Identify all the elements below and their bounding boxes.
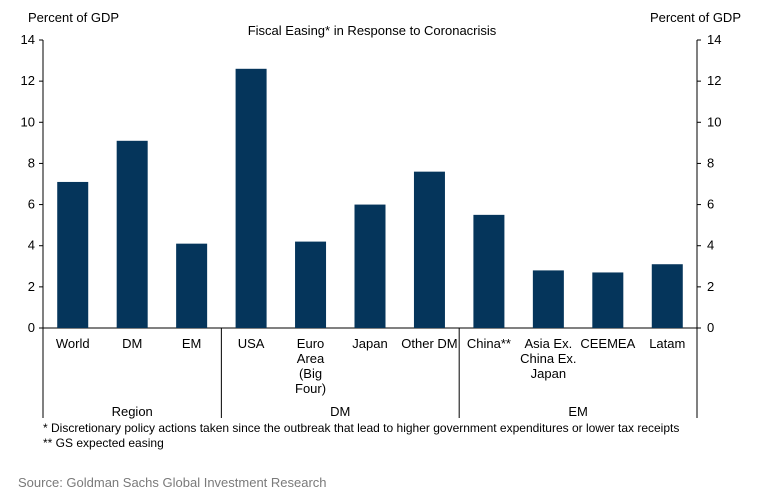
y-tick-label-right: 10 <box>707 114 721 129</box>
bar-5 <box>354 204 386 328</box>
bar-10 <box>651 264 683 328</box>
bar-6 <box>413 171 445 328</box>
bar-3 <box>235 68 267 329</box>
y-tick-label-left: 6 <box>28 197 35 212</box>
bar-7 <box>473 214 505 328</box>
y-tick-label-right: 12 <box>707 73 721 88</box>
bar-4 <box>295 241 327 328</box>
group-label: EM <box>568 404 588 419</box>
category-label: USA <box>238 336 265 351</box>
category-label: Other DM <box>401 336 457 351</box>
y-tick-label-left: 12 <box>21 73 35 88</box>
y-tick-label-left: 0 <box>28 320 35 335</box>
category-label: Japan <box>352 336 387 351</box>
group-label: Region <box>112 404 153 419</box>
y-tick-label-right: 8 <box>707 155 714 170</box>
y-tick-label-left: 10 <box>21 114 35 129</box>
bar-0 <box>57 181 89 328</box>
y-tick-label-left: 14 <box>21 32 35 47</box>
source-note: Source: Goldman Sachs Global Investment … <box>18 475 327 490</box>
footnote-1: * Discretionary policy actions taken sin… <box>43 421 680 435</box>
category-label: DM <box>122 336 142 351</box>
bar-8 <box>532 270 564 328</box>
category-label: Japan <box>531 366 566 381</box>
category-label: China Ex. <box>520 351 576 366</box>
group-label: DM <box>330 404 350 419</box>
category-label: World <box>56 336 90 351</box>
category-label: Four) <box>295 381 326 396</box>
category-label: Euro <box>297 336 324 351</box>
category-label: (Big <box>299 366 322 381</box>
category-label: CEEMEA <box>580 336 635 351</box>
bar-2 <box>176 243 208 328</box>
y-tick-label-left: 8 <box>28 155 35 170</box>
footnote-2: ** GS expected easing <box>43 436 164 450</box>
y-tick-label-right: 2 <box>707 279 714 294</box>
category-label: Asia Ex. <box>525 336 573 351</box>
y-tick-label-left: 4 <box>28 238 35 253</box>
bar-1 <box>116 140 148 328</box>
category-label: China** <box>467 336 511 351</box>
y-tick-label-right: 0 <box>707 320 714 335</box>
y-tick-label-right: 14 <box>707 32 721 47</box>
chart-marks: 0 0 2 2 4 4 6 6 8 8 10 10 12 12 14 14 World DM EM USA EuroAr… <box>21 32 722 419</box>
category-label: Latam <box>649 336 685 351</box>
category-label: EM <box>182 336 202 351</box>
chart-title: Fiscal Easing* in Response to Coronacris… <box>248 23 497 38</box>
y-axis-label-right: Percent of GDP <box>650 10 741 25</box>
bar-9 <box>592 272 624 328</box>
y-tick-label-right: 6 <box>707 197 714 212</box>
category-label: Area <box>297 351 325 366</box>
y-axis-label-left: Percent of GDP <box>28 10 119 25</box>
y-tick-label-left: 2 <box>28 279 35 294</box>
y-tick-label-right: 4 <box>707 238 714 253</box>
